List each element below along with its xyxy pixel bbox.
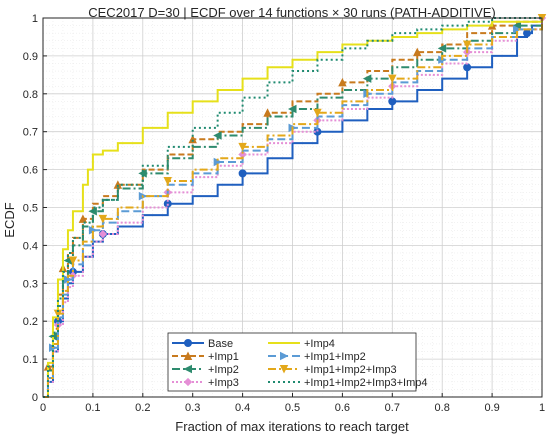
x-tick-label: 0.1	[85, 402, 100, 414]
legend-label: +Imp1+Imp2	[304, 351, 366, 363]
legend-marker	[183, 364, 193, 374]
legend-label: +Imp1+Imp2+Imp3+Imp4	[304, 377, 428, 389]
legend-label: +Imp2	[208, 364, 239, 376]
x-tick-label: 0.7	[385, 402, 400, 414]
y-tick-label: 0.7	[23, 127, 38, 139]
y-tick-label: 0.3	[23, 278, 38, 290]
y-tick-label: 0.9	[23, 51, 38, 63]
x-tick-label: 1	[539, 402, 545, 414]
series-point	[462, 40, 472, 50]
series-8	[43, 17, 542, 398]
series-layer	[43, 13, 547, 398]
series-point	[288, 104, 297, 114]
series-line	[43, 18, 543, 398]
x-ticks: 0 0.1 0.2 0.3 0.4 0.5 0.6 0.7 0.8 0.9 1	[40, 393, 545, 414]
legend-items: Base+Imp1+Imp2+Imp3+Imp4+Imp1+Imp2+Imp1+…	[172, 338, 428, 389]
series-7	[43, 13, 547, 398]
y-axis-label: ECDF	[2, 202, 17, 237]
x-tick-label: 0.8	[435, 402, 450, 414]
series-point	[388, 97, 397, 106]
y-tick-label: 0.8	[23, 89, 38, 101]
y-tick-label: 0	[32, 392, 38, 404]
legend-marker	[279, 351, 289, 361]
y-tick-label: 0.4	[23, 240, 38, 252]
legend-label: +Imp1+Imp2+Imp3	[304, 364, 397, 376]
legend-item: Base	[172, 338, 233, 350]
chart-title: CEC2017 D=30 | ECDF over 14 functions × …	[88, 5, 496, 20]
series-line	[43, 17, 542, 398]
legend-item: +Imp2	[172, 364, 239, 376]
legend-item: +Imp1+Imp2+Imp3	[268, 364, 397, 376]
series-point	[78, 214, 88, 223]
y-tick-label: 0.1	[23, 354, 38, 366]
series-line	[43, 18, 543, 398]
legend-marker	[183, 351, 193, 361]
series-point	[362, 74, 372, 83]
series-point	[463, 63, 472, 72]
legend-label: Base	[208, 338, 233, 350]
x-tick-label: 0.9	[484, 402, 499, 414]
series-point	[213, 131, 222, 140]
x-tick-label: 0.6	[335, 402, 350, 414]
series-point	[238, 169, 247, 178]
x-tick-label: 0	[40, 402, 46, 414]
y-ticks: 0 0.1 0.2 0.3 0.4 0.5 0.6 0.7 0.8 0.9 1	[23, 13, 47, 404]
legend-item: +Imp1+Imp2+Imp3+Imp4	[268, 377, 428, 389]
y-tick-label: 1	[32, 13, 38, 25]
series-point	[523, 29, 532, 38]
series-point	[413, 47, 422, 57]
legend-marker	[279, 364, 289, 374]
y-tick-label: 0.6	[23, 165, 38, 177]
y-tick-label: 0.5	[23, 203, 38, 215]
series-line	[43, 18, 543, 398]
legend: Base+Imp1+Imp2+Imp3+Imp4+Imp1+Imp2+Imp1+…	[167, 332, 428, 392]
series-point	[98, 214, 108, 224]
legend-label: +Imp1	[208, 351, 239, 363]
series-point	[263, 108, 272, 117]
series-point	[68, 256, 78, 266]
series-point	[163, 176, 172, 186]
series-point	[188, 134, 197, 144]
legend-item: +Imp4	[268, 338, 335, 350]
legend-label: +Imp3	[208, 377, 239, 389]
series-5	[43, 18, 543, 398]
series-point	[238, 142, 247, 152]
legend-marker	[183, 377, 193, 387]
series-point	[338, 77, 347, 87]
legend-marker	[183, 338, 192, 347]
x-axis-label: Fraction of max iterations to reach targ…	[175, 419, 409, 434]
series-point	[388, 74, 397, 84]
y-tick-label: 0.2	[23, 316, 38, 328]
legend-item: +Imp1	[172, 351, 239, 363]
series-point	[437, 44, 447, 53]
x-tick-label: 0.5	[285, 402, 300, 414]
series-point	[98, 229, 108, 239]
x-tick-label: 0.4	[235, 402, 250, 414]
series-point	[313, 108, 322, 118]
x-tick-label: 0.3	[185, 402, 200, 414]
legend-label: +Imp4	[304, 338, 335, 350]
x-tick-label: 0.2	[135, 402, 150, 414]
series-line	[43, 18, 543, 398]
legend-item: +Imp1+Imp2	[268, 351, 366, 363]
axes: 0 0.1 0.2 0.3 0.4 0.5 0.6 0.7 0.8 0.9 1 0 0.1 0.2 0.3…	[23, 13, 545, 414]
legend-item: +Imp3	[172, 377, 239, 389]
